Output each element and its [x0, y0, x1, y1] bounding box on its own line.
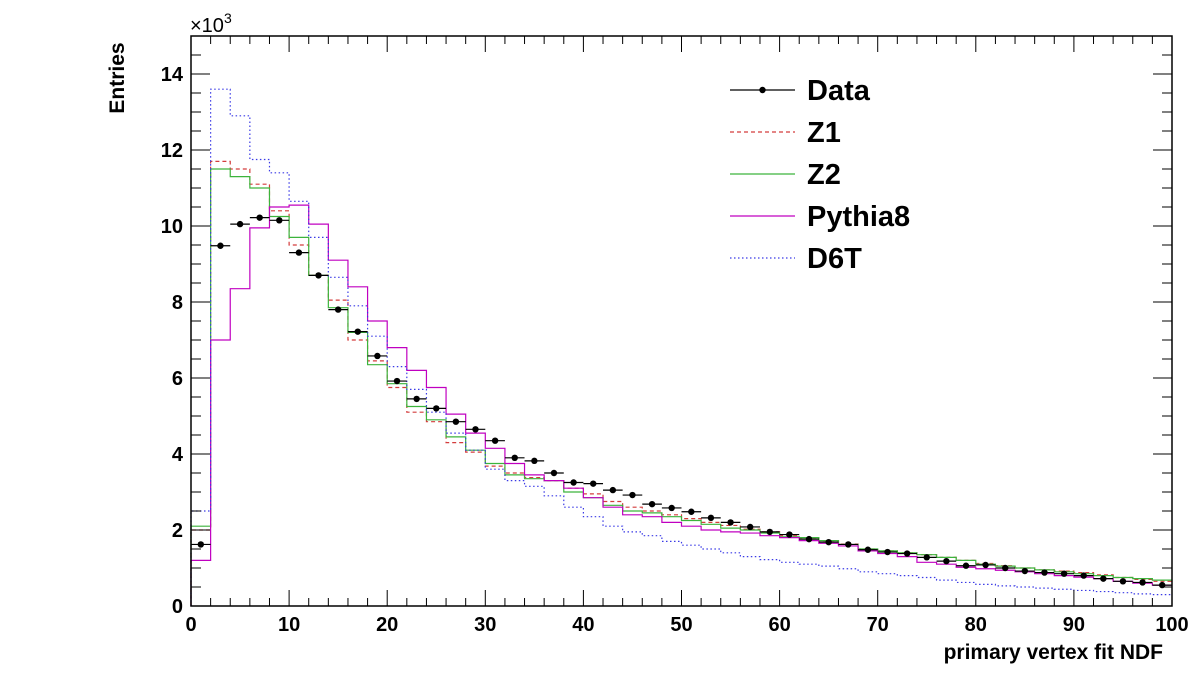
data-point [668, 504, 675, 512]
x-tick-label: 30 [474, 614, 496, 636]
x-tick-label: 10 [278, 614, 300, 636]
data-point [766, 528, 773, 536]
x-tick-label: 80 [965, 614, 987, 636]
data-point [923, 554, 930, 561]
y-tick-label: 14 [161, 64, 184, 86]
y-axis-multiplier: ×103 [190, 10, 232, 37]
data-point [727, 519, 734, 526]
data-point [550, 469, 558, 477]
data-point [393, 377, 401, 385]
series-d6t-line [190, 88, 1172, 606]
data-point [903, 550, 911, 557]
data-point [884, 548, 891, 556]
x-tick-label: 0 [185, 614, 196, 636]
data-point [688, 508, 695, 515]
data-point [374, 352, 381, 360]
y-tick-label: 4 [172, 444, 184, 466]
data-point [609, 486, 617, 494]
y-tick-label: 6 [172, 368, 183, 390]
data-point [511, 454, 518, 461]
data-point [452, 418, 460, 425]
data-point [433, 405, 440, 412]
histogram-series [190, 88, 1172, 606]
data-point [197, 541, 205, 548]
data-point [491, 437, 499, 444]
data-point [648, 500, 656, 508]
legend-label-data: Data [807, 75, 871, 107]
x-tick-label: 50 [670, 614, 692, 636]
x-tick-label: 40 [572, 614, 594, 636]
data-point [1119, 578, 1127, 585]
data-point [1100, 575, 1107, 582]
data-point [982, 561, 989, 569]
data-point [236, 220, 244, 228]
x-axis-ticks: 0 10 20 30 40 50 60 70 80 90 100 [185, 36, 1189, 636]
y-axis-ticks: 0 2 4 6 8 10 12 14 [161, 35, 1172, 618]
y-tick-label: 10 [161, 216, 183, 238]
data-point [256, 214, 263, 221]
data-point [472, 426, 479, 433]
data-point [1002, 564, 1009, 572]
y-tick-label: 0 [172, 596, 183, 618]
legend-label-z2: Z2 [807, 159, 841, 191]
data-point [962, 562, 970, 569]
y-tick-label: 8 [172, 292, 183, 314]
data-point [825, 538, 832, 546]
x-axis-title: primary vertex fit NDF [944, 641, 1164, 664]
y-axis-title: Entries [106, 42, 129, 113]
data-points [191, 214, 1172, 589]
x-tick-label: 70 [867, 614, 889, 636]
legend-label-d6t: D6T [807, 243, 862, 275]
data-point [746, 523, 754, 531]
x-tick-label: 20 [376, 614, 398, 636]
data-point [1021, 567, 1029, 575]
x-tick-label: 90 [1063, 614, 1085, 636]
data-point [354, 328, 361, 335]
legend-label-z1: Z1 [807, 117, 841, 149]
data-point [1080, 572, 1087, 579]
data-point [334, 306, 342, 313]
data-point [1060, 570, 1068, 577]
legend-label-pythia8: Pythia8 [807, 201, 910, 233]
data-point [590, 480, 597, 487]
data-point [1139, 579, 1146, 586]
series-z2-line [190, 168, 1172, 606]
data-point [864, 546, 872, 553]
data-point [413, 395, 420, 403]
x-tick-label: 100 [1155, 614, 1188, 636]
series-pythia8-line [190, 204, 1172, 606]
y-multiplier-exponent: 3 [224, 10, 232, 26]
data-point [707, 514, 715, 522]
y-tick-label: 2 [172, 520, 183, 542]
data-point [531, 457, 538, 465]
legend: Data Z1 Z2 Pythia8 D6T [730, 75, 910, 275]
data-point [845, 541, 852, 548]
y-tick-label: 12 [161, 140, 183, 162]
data-point [217, 242, 224, 249]
x-tick-label: 60 [768, 614, 790, 636]
data-point [1041, 569, 1048, 576]
data-point [276, 217, 283, 224]
data-point [629, 491, 636, 499]
data-point [570, 479, 577, 486]
data-point [805, 535, 813, 543]
data-point [315, 272, 322, 279]
data-point [295, 249, 303, 256]
series-z1-line [190, 160, 1172, 606]
data-point [943, 557, 950, 565]
data-point [786, 531, 793, 538]
y-multiplier-base: ×10 [190, 15, 224, 37]
legend-marker-data [759, 86, 766, 94]
